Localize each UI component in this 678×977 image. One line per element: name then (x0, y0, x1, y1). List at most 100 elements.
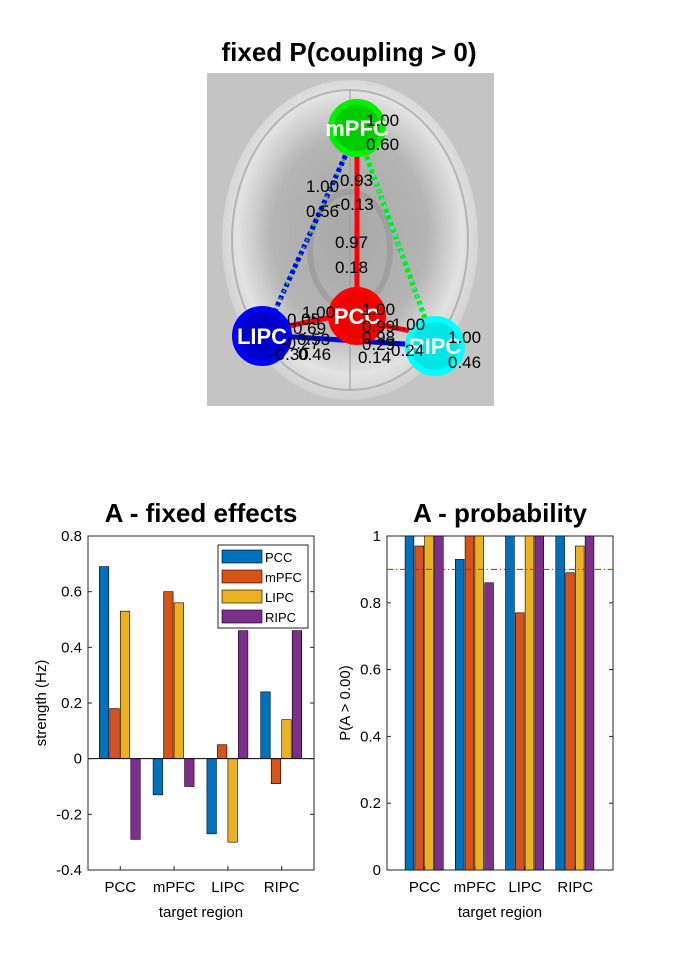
legend: PCC mPFC LIPC RIPC (217, 544, 309, 629)
network-panel: fixed P(coupling > 0) mPFC PCC LIPC (207, 37, 494, 406)
node-label-lipc: LIPC (237, 324, 287, 349)
annotation: 1.00 (448, 328, 481, 347)
annotation: -0.13 (335, 195, 374, 214)
network-title: fixed P(coupling > 0) (222, 37, 477, 67)
bar-pcc-pcc (404, 535, 415, 871)
y-axis: 1 0.8 0.6 0.4 0.2 0 (360, 528, 613, 879)
x-tick-label: mPFC (454, 879, 497, 896)
x-tick-label: LIPC (211, 879, 245, 896)
annotation: 0.53 (297, 330, 330, 349)
bar-mpfc-pcc (109, 708, 120, 759)
node-label-pcc: PCC (334, 304, 381, 329)
bar-lipc-mpfc (474, 535, 484, 871)
legend-label-pcc: PCC (265, 550, 292, 565)
annotation: 1.00 (366, 111, 399, 130)
y-tick-label: 0.4 (61, 639, 82, 656)
y-axis: 0.8 0.6 0.4 0.2 0 -0.2 -0.4 (56, 528, 314, 879)
annotation: 1.00 (306, 177, 339, 196)
chart-probability: A - probability 1 0.8 0.6 0.4 0.2 0 PCC mPFC LI… (337, 498, 614, 921)
legend-label-mpfc: mPFC (265, 570, 302, 585)
legend-label-ripc: RIPC (265, 610, 296, 625)
y-axis-label: P(A > 0.00) (337, 665, 354, 740)
annotation: 0.24 (391, 341, 424, 360)
node-pcc: PCC (328, 287, 386, 345)
x-tick-label: PCC (104, 879, 136, 896)
bar-mpfc-mpfc (163, 591, 174, 759)
y-tick-label: 0.2 (360, 795, 381, 812)
annotation: -0.27 (281, 334, 320, 353)
edge-mpfc-ripc-green (354, 129, 438, 347)
x-tick-label: RIPC (264, 879, 300, 896)
annotation: 1.00 (362, 300, 395, 319)
x-axis: PCC mPFC LIPC RIPC (104, 866, 300, 896)
bar-ripc-lipc (534, 535, 544, 871)
x-tick-label: PCC (409, 879, 441, 896)
bar-pcc-mpfc (152, 758, 163, 796)
bar-lipc-mpfc (173, 602, 184, 759)
x-axis-label: target region (159, 904, 243, 921)
legend-swatch-lipc (221, 589, 263, 604)
bar-lipc-ripc (575, 545, 585, 871)
annotation: 0.97 (335, 233, 368, 252)
y-tick-label: 0 (74, 751, 82, 768)
y-tick-label: 0.2 (61, 695, 82, 712)
y-tick-label: 1 (373, 528, 381, 545)
annotation: 1.00 (392, 315, 425, 334)
annotation: 0.14 (358, 348, 391, 367)
annotation: 0.98 (362, 328, 395, 347)
bar-ripc-lipc (238, 630, 249, 759)
annotation: 0.05 (287, 310, 320, 329)
legend-swatch-ripc (221, 609, 263, 624)
y-tick-label: 0.6 (61, 584, 82, 601)
legend-label-lipc: LIPC (265, 590, 294, 605)
bar-mpfc-mpfc (464, 535, 475, 871)
x-axis: PCC mPFC LIPC RIPC (409, 866, 593, 896)
bar-mpfc-ripc (565, 572, 575, 871)
edge-annotations: 1.00 0.60 1.00 0.56 0.93 -0.13 0.97 0.18… (270, 111, 481, 372)
bar-ripc-mpfc (484, 582, 494, 871)
annotation: 0.93 (340, 171, 373, 190)
x-axis-label: target region (458, 904, 542, 921)
bar-lipc-pcc (119, 610, 131, 759)
y-axis-label: strength (Hz) (33, 660, 50, 747)
bar-pcc-ripc (260, 691, 271, 759)
bar-ripc-mpfc (184, 758, 195, 787)
bar-mpfc-ripc (270, 758, 282, 785)
bar-mpfc-lipc (217, 744, 228, 759)
bars (404, 535, 595, 871)
x-tick-label: RIPC (557, 879, 593, 896)
chart-title: A - probability (413, 498, 587, 528)
y-tick-label: 0.6 (360, 662, 381, 679)
bar-mpfc-lipc (515, 612, 525, 871)
bar-pcc-mpfc (455, 559, 465, 871)
y-tick-label: 0.8 (360, 595, 381, 612)
x-tick-label: mPFC (153, 879, 196, 896)
annotation: 0.60 (366, 135, 399, 154)
bar-ripc-ripc (584, 535, 595, 871)
node-mpfc: mPFC (325, 99, 389, 157)
annotation: 0.46 (448, 353, 481, 372)
annotation: 1.00 (302, 303, 335, 322)
annotation: 0.69 (293, 319, 326, 338)
node-label-ripc: RIPC (409, 334, 462, 359)
bar-pcc-lipc (206, 758, 217, 835)
bars (88, 566, 314, 843)
annotation: 0.56 (306, 202, 339, 221)
bar-ripc-pcc (130, 758, 141, 840)
y-tick-label: 0.4 (360, 728, 381, 745)
bar-pcc-ripc (555, 535, 565, 871)
chart-title: A - fixed effects (105, 498, 298, 528)
legend-swatch-mpfc (221, 569, 263, 584)
bar-lipc-lipc (227, 758, 238, 843)
bar-lipc-pcc (424, 535, 434, 871)
bar-lipc-lipc (524, 535, 535, 871)
edge-mpfc-lipc-green (262, 129, 359, 336)
y-tick-label: 0 (373, 862, 381, 879)
bar-ripc-pcc (434, 535, 444, 871)
node-label-mpfc: mPFC (325, 116, 389, 141)
bar-lipc-ripc (281, 719, 292, 759)
annotation: 0.29 (362, 335, 395, 354)
node-ripc: RIPC (405, 316, 465, 376)
legend-swatch-pcc (221, 549, 263, 564)
y-tick-label: 0.8 (61, 528, 82, 545)
